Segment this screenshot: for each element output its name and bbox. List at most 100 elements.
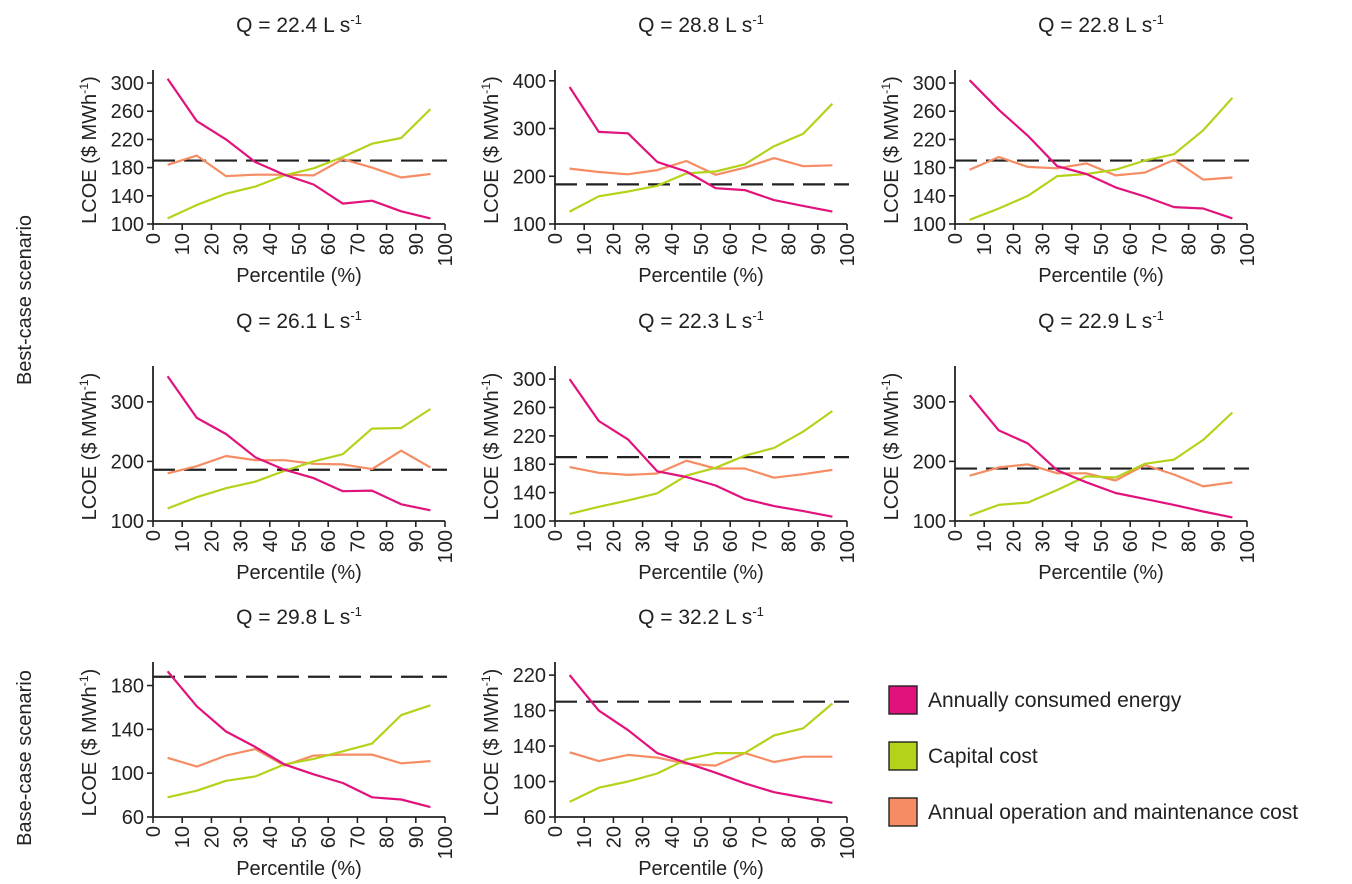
- x-tick-label: 20: [201, 826, 223, 848]
- x-tick-label: 70: [1149, 530, 1171, 552]
- chart-panel-2: Q = 28.8 L s-1 100 200 300 400 0 10 20 30 40 50 60 7…: [479, 12, 859, 287]
- y-tick-label: 200: [913, 451, 946, 473]
- x-tick-label: 80: [779, 530, 801, 552]
- panel-title: Q = 29.8 L s-1: [236, 604, 362, 629]
- x-tick-label: 90: [808, 233, 830, 255]
- y-tick-label: 140: [913, 186, 946, 208]
- y-axis-label: LCOE ($ MWh-1): [879, 373, 903, 521]
- legend-item-energy: Annually consumed energy: [888, 685, 1182, 715]
- x-tick-label: 100: [1237, 530, 1259, 563]
- x-tick-label: 10: [974, 233, 996, 255]
- x-tick-label: 40: [260, 233, 282, 255]
- chart-panel-7: Q = 29.8 L s-1 60 100 140 180 0 10 20 30 40 50 60 70…: [77, 604, 457, 880]
- y-tick-label: 200: [111, 451, 144, 473]
- x-tick-label: 30: [231, 826, 253, 848]
- x-tick-label: 10: [974, 530, 996, 552]
- x-tick-label: 50: [691, 233, 713, 255]
- x-tick-label: 30: [231, 233, 253, 255]
- row-label-best-case: Best-case scenario: [14, 215, 36, 385]
- legend-label-capital: Capital cost: [928, 745, 1038, 768]
- x-tick-label: 0: [143, 233, 165, 244]
- series-line-energy: [166, 78, 431, 220]
- x-tick-label: 100: [837, 826, 859, 859]
- x-tick-label: 90: [1208, 233, 1230, 255]
- series-line-om: [569, 459, 833, 479]
- chart-panel-6: Q = 22.9 L s-1 100 200 300 0 10 20 30 40 50 60 70 80…: [879, 308, 1259, 584]
- panel-title: Q = 22.9 L s-1: [1038, 308, 1164, 333]
- y-tick-label: 200: [513, 166, 546, 188]
- x-tick-label: 10: [172, 233, 194, 255]
- y-tick-label: 60: [524, 807, 546, 829]
- x-tick-label: 30: [1033, 233, 1055, 255]
- y-tick-label: 100: [913, 214, 946, 236]
- series-line-capital: [569, 410, 834, 515]
- series-line-om: [969, 155, 1233, 181]
- chart-panel-4: Q = 26.1 L s-1 100 200 300 0 10 20 30 40 50 60 70 80…: [77, 308, 457, 584]
- series-line-capital: [569, 702, 834, 803]
- series-line-om: [167, 449, 431, 475]
- x-tick-label: 60: [318, 233, 340, 255]
- x-tick-label: 0: [945, 233, 967, 244]
- x-tick-label: 90: [406, 826, 428, 848]
- legend: Annually consumed energy Capital cost An…: [888, 685, 1298, 827]
- x-tick-label: 50: [1091, 530, 1113, 552]
- y-tick-label: 260: [513, 397, 546, 419]
- y-tick-label: 100: [111, 511, 144, 533]
- series-line-capital: [969, 411, 1234, 517]
- y-tick-label: 300: [111, 392, 144, 414]
- x-axis-label: Percentile (%): [638, 858, 764, 880]
- row-label-base-case: Base-case scenario: [14, 670, 36, 846]
- x-axis-label: Percentile (%): [638, 562, 764, 584]
- x-tick-label: 60: [720, 826, 742, 848]
- y-tick-label: 140: [513, 736, 546, 758]
- chart-panel-5: Q = 22.3 L s-1 100 140 180 220 260 300 0 10 20 30 4…: [479, 308, 859, 584]
- x-tick-label: 80: [1179, 233, 1201, 255]
- x-tick-label: 30: [1033, 530, 1055, 552]
- y-axis-label: LCOE ($ MWh-1): [77, 669, 101, 817]
- x-tick-label: 0: [545, 826, 567, 837]
- x-axis-label: Percentile (%): [236, 265, 362, 287]
- x-tick-label: 40: [260, 530, 282, 552]
- x-tick-label: 80: [377, 530, 399, 552]
- x-tick-label: 30: [633, 233, 655, 255]
- x-tick-label: 100: [837, 530, 859, 563]
- x-tick-label: 60: [1120, 233, 1142, 255]
- x-tick-label: 50: [289, 530, 311, 552]
- y-tick-label: 140: [111, 186, 144, 208]
- x-tick-label: 30: [633, 530, 655, 552]
- x-tick-label: 20: [201, 233, 223, 255]
- legend-swatch-om: [888, 797, 918, 827]
- y-axis-label: LCOE ($ MWh-1): [77, 373, 101, 521]
- legend-item-om: Annual operation and maintenance cost: [888, 797, 1298, 827]
- x-tick-label: 100: [435, 233, 457, 266]
- x-tick-label: 50: [691, 530, 713, 552]
- panel-title: Q = 32.2 L s-1: [638, 604, 764, 629]
- series-line-capital: [969, 97, 1234, 221]
- x-tick-label: 40: [1062, 530, 1084, 552]
- y-tick-label: 260: [913, 101, 946, 123]
- y-tick-label: 100: [111, 763, 144, 785]
- y-tick-label: 100: [513, 511, 546, 533]
- y-tick-label: 300: [111, 73, 144, 95]
- x-tick-label: 90: [406, 233, 428, 255]
- x-tick-label: 90: [808, 826, 830, 848]
- y-tick-label: 220: [913, 129, 946, 151]
- x-tick-label: 100: [1237, 233, 1259, 266]
- y-tick-label: 180: [513, 701, 546, 723]
- series-line-capital: [569, 102, 834, 213]
- x-tick-label: 90: [406, 530, 428, 552]
- x-tick-label: 10: [574, 826, 596, 848]
- x-tick-label: 60: [720, 233, 742, 255]
- series-line-capital: [167, 408, 431, 510]
- x-tick-label: 60: [318, 826, 340, 848]
- x-tick-label: 70: [749, 530, 771, 552]
- chart-panel-1: Q = 22.4 L s-1 100 140 180 220 260 300 0 10 20 30 4…: [77, 12, 457, 287]
- series-line-capital: [167, 108, 432, 220]
- panel-title: Q = 22.4 L s-1: [236, 12, 362, 37]
- x-tick-label: 70: [749, 826, 771, 848]
- x-tick-label: 40: [662, 233, 684, 255]
- series-line-energy: [968, 79, 1233, 220]
- x-tick-label: 0: [143, 826, 165, 837]
- y-axis-label: LCOE ($ MWh-1): [879, 76, 903, 224]
